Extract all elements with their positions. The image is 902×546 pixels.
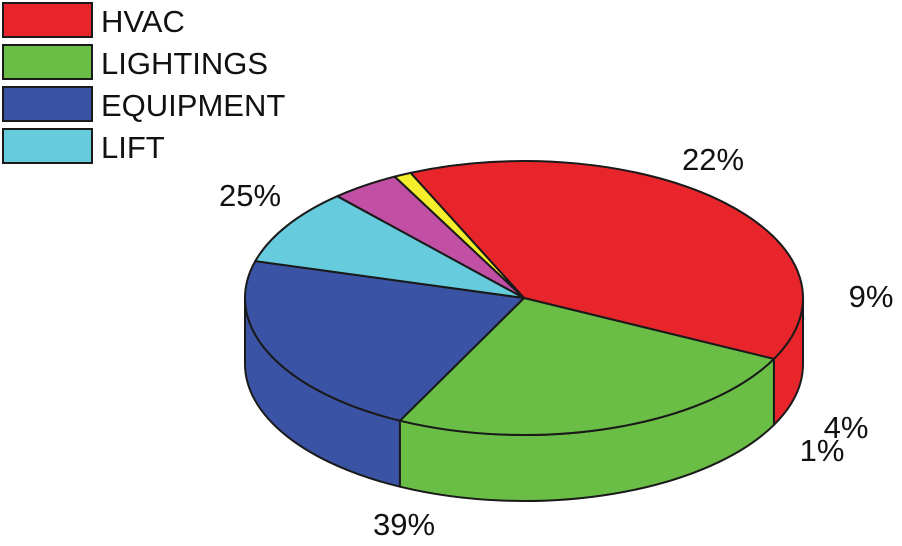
data-label-hvac: 39% bbox=[373, 507, 435, 542]
legend-swatch-lightings bbox=[2, 44, 93, 80]
legend-label-lift: LIFT bbox=[101, 130, 165, 165]
legend: HVAC LIGHTINGS EQUIPMENT LIFT bbox=[2, 2, 285, 165]
legend-swatch-equipment bbox=[2, 86, 93, 122]
data-label-slice-1pct: 1% bbox=[800, 433, 845, 468]
legend-swatch-hvac bbox=[2, 2, 93, 38]
slice-labels: 39% 25% 22% 9% 4%1% bbox=[219, 142, 893, 542]
data-label-equipment: 22% bbox=[682, 142, 744, 177]
legend-swatch-lift bbox=[2, 128, 93, 164]
legend-label-lightings: LIGHTINGS bbox=[101, 46, 268, 81]
pie-slice-equipment bbox=[244, 260, 525, 422]
legend-label-hvac: HVAC bbox=[101, 4, 185, 39]
pie-slice-lift bbox=[254, 195, 525, 299]
data-label-lightings: 25% bbox=[219, 178, 281, 213]
data-label-lift: 9% bbox=[849, 279, 894, 314]
pie-slice-lightings bbox=[398, 297, 775, 436]
pie-slice-hvac bbox=[409, 160, 804, 360]
data-label-slice-4pct: 4% bbox=[824, 410, 869, 445]
pie-slice-slice-1pct bbox=[393, 171, 525, 299]
legend-label-equipment: EQUIPMENT bbox=[101, 88, 285, 123]
pie bbox=[244, 160, 804, 502]
